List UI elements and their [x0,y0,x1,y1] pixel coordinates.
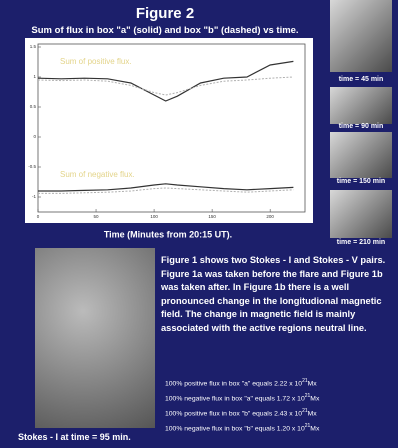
stokes-image [35,248,155,428]
thumbnail-image [330,87,392,124]
thumbnail-image [330,0,392,72]
flux-text: 100% negative flux in box "b" equals 1.2… [165,425,305,432]
thumbnail-image [330,132,392,178]
flux-unit: Mx [308,410,317,417]
flux-unit: Mx [308,380,317,387]
flux-unit: Mx [310,425,319,432]
flux-line: 100% negative flux in box "b" equals 1.2… [165,423,319,432]
flux-text: 100% positive flux in box "a" equals 2.2… [165,380,302,387]
x-tick-label: 50 [94,214,100,219]
flux-text: 100% negative flux in box "a" equals 1.7… [165,395,305,402]
paragraph: Figure 1 shows two Stokes - I and Stokes… [161,254,397,336]
page: {"header": {"title": "Figure 2", "subtit… [0,0,398,448]
flux-unit: Mx [310,395,319,402]
thumbnail-caption: time = 90 min [326,123,396,130]
annotation: Sum of negative flux. [60,170,135,179]
y-tick-label: -0.5 [28,164,36,169]
y-tick-label: 1.5 [30,44,37,49]
image-caption: Stokes - I at time = 95 min. [18,432,131,442]
flux-line: 100% negative flux in box "a" equals 1.7… [165,393,319,402]
thumbnail-caption: time = 150 min [326,178,396,185]
x-tick-label: 100 [150,214,158,219]
annotation: Sum of positive flux. [60,57,132,66]
thumbnail-caption: time = 210 min [326,239,396,246]
x-tick-label: 200 [266,214,274,219]
thumbnail-caption: time = 45 min [326,76,396,83]
x-axis-label: Time (Minutes from 20:15 UT). [104,229,232,239]
x-tick-label: 150 [208,214,216,219]
flux-line: 100% positive flux in box "b" equals 2.4… [165,408,317,417]
y-tick-label: -1 [32,194,36,199]
flux-text: 100% positive flux in box "b" equals 2.4… [165,410,302,417]
y-tick-label: 0.5 [30,104,37,109]
flux-line: 100% positive flux in box "a" equals 2.2… [165,378,317,387]
thumbnail-image [330,190,392,238]
